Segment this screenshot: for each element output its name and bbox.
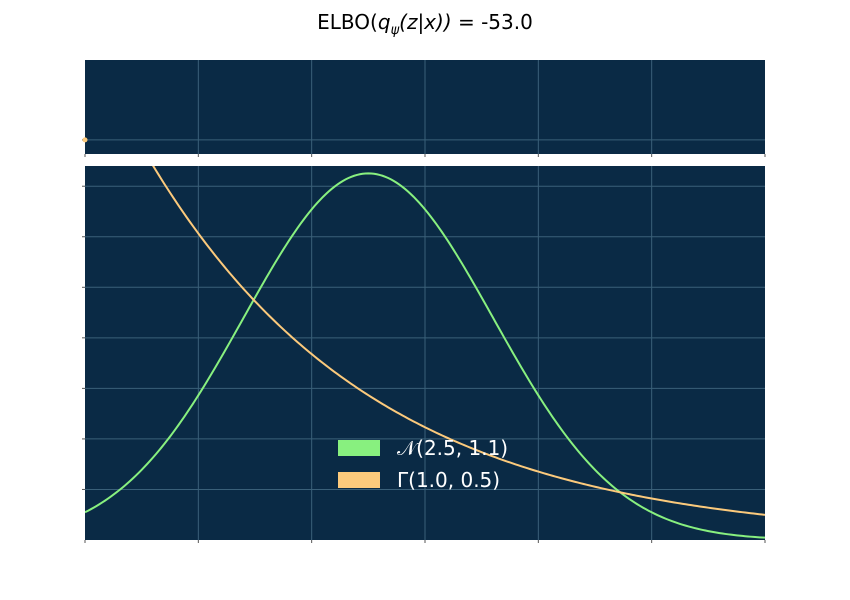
main-panel-grid [85, 166, 765, 540]
main-panel [82, 166, 766, 543]
main-panel-ticks [82, 185, 766, 543]
series-line-gamma [152, 166, 765, 516]
chart-title: ELBO(qψ(z|x)) = -53.0 [317, 10, 533, 38]
legend-swatch-gamma [338, 472, 380, 488]
top-panel-grid [85, 60, 765, 154]
top-panel [82, 60, 766, 157]
legend-label-gamma: Γ(1.0, 0.5) [397, 468, 500, 492]
legend-label-gaussian: 𝒩(2.5, 1.1) [397, 436, 508, 460]
top-panel-marker [82, 137, 88, 143]
legend-swatch-gaussian [338, 440, 380, 456]
series-line-gaussian [85, 172, 765, 539]
legend: 𝒩(2.5, 1.1) Γ(1.0, 0.5) [338, 436, 508, 492]
